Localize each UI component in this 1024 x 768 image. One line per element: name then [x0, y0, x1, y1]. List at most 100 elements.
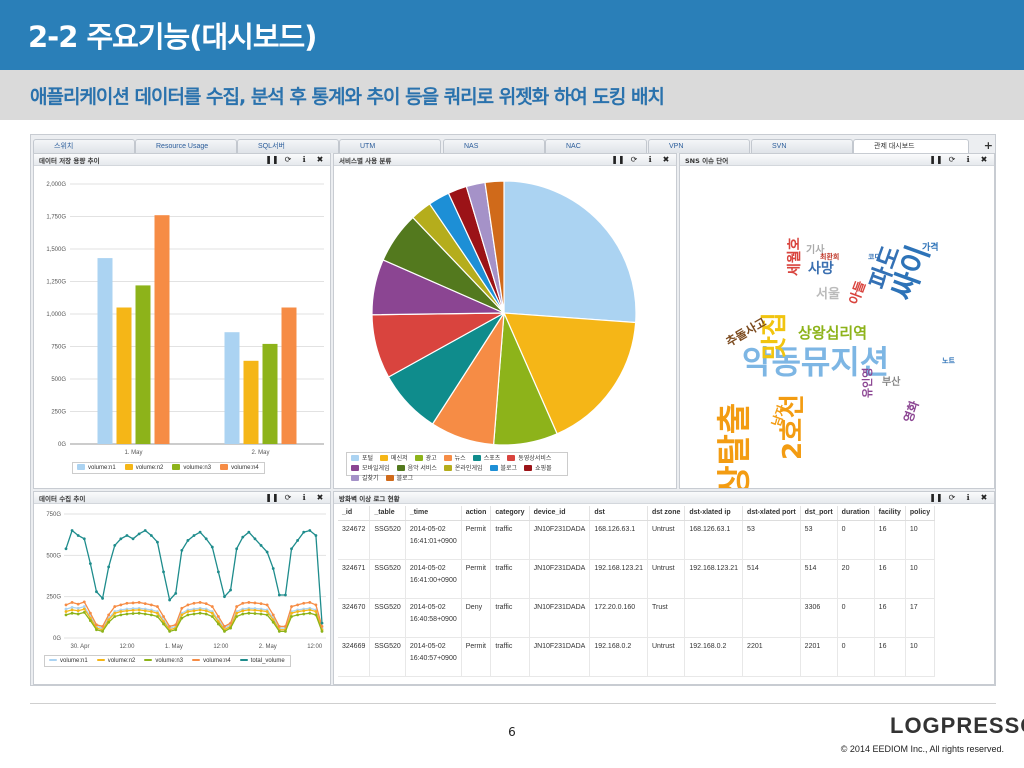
pause-icon[interactable]: ❚❚ — [611, 155, 625, 164]
panel-title: 데이터 저장 용량 추이 — [39, 157, 100, 165]
tab-5[interactable]: NAC — [545, 139, 647, 153]
legend-item[interactable]: volume:n2 — [124, 463, 163, 473]
refresh-icon[interactable]: ⟳ — [284, 155, 292, 164]
legend-item[interactable]: 뉴스 — [443, 454, 466, 464]
tab-2[interactable]: SQL서버 — [237, 139, 339, 153]
legend-item[interactable]: 음악 서비스 — [396, 464, 437, 474]
column-header[interactable]: duration — [837, 506, 875, 521]
table-row[interactable]: 324671 SSG520 2014-05-02 16:41:00+0900 Permi… — [338, 559, 936, 599]
tab-1[interactable]: Resource Usage — [135, 139, 237, 153]
table-cell: 192.168.0.2 — [589, 637, 648, 677]
point — [113, 611, 117, 615]
point — [131, 612, 135, 615]
legend-item[interactable]: volume:n1 — [77, 463, 116, 473]
column-header[interactable]: policy — [905, 506, 936, 521]
refresh-icon[interactable]: ⟳ — [284, 493, 292, 502]
point — [70, 608, 74, 612]
point — [271, 613, 275, 617]
legend-item[interactable]: 동영상서비스 — [507, 454, 551, 464]
collect-line-chart: 0G 250G 500G 750G 30. Apr 12:00 1. May 12:00 2. … — [46, 512, 326, 650]
column-header[interactable]: facility — [874, 506, 906, 521]
table-row[interactable]: 324669 SSG520 2014-05-02 16:40:57+0900 Permi… — [338, 637, 936, 677]
tab-3[interactable]: UTM — [339, 139, 441, 153]
table-cell: Permit — [461, 520, 492, 560]
pie-slice-0 — [503, 180, 637, 324]
column-header[interactable]: _id — [338, 506, 371, 521]
refresh-icon[interactable]: ⟳ — [630, 155, 638, 164]
legend-item[interactable]: 길찾기 — [351, 474, 379, 484]
legend-item[interactable]: 쇼핑몰 — [524, 464, 552, 474]
point — [265, 610, 269, 613]
point — [216, 570, 220, 574]
y-tick-label: 1,250G — [46, 280, 66, 286]
info-icon[interactable]: ℹ — [302, 493, 306, 502]
point — [70, 611, 74, 615]
legend-item[interactable]: 광고 — [414, 454, 437, 464]
refresh-icon[interactable]: ⟳ — [948, 155, 956, 164]
close-icon[interactable]: ✖ — [662, 155, 670, 164]
point — [131, 601, 135, 605]
column-header[interactable]: dst zone — [647, 506, 686, 521]
close-icon[interactable]: ✖ — [316, 155, 324, 164]
slide-title-bar: 2-2 주요기능(대시보드) — [0, 0, 1024, 70]
column-header[interactable]: action — [461, 506, 492, 521]
legend-item[interactable]: 블로그 — [385, 474, 413, 484]
column-header[interactable]: _time — [405, 506, 462, 521]
close-icon[interactable]: ✖ — [316, 493, 324, 502]
legend-item[interactable]: 메신저 — [380, 454, 408, 464]
tab-4[interactable]: NAS — [443, 139, 545, 153]
column-header[interactable]: dst_port — [800, 506, 838, 521]
legend-item[interactable]: volume:n1 — [49, 656, 88, 666]
pause-icon[interactable]: ❚❚ — [929, 493, 943, 502]
info-icon[interactable]: ℹ — [966, 493, 970, 502]
close-icon[interactable]: ✖ — [980, 493, 988, 502]
y-tick-label: 750G — [51, 345, 66, 351]
column-header[interactable]: category — [490, 506, 530, 521]
legend-item[interactable]: volume:n3 — [172, 463, 211, 473]
legend-item[interactable]: 스포츠 — [472, 454, 500, 464]
legend-item[interactable]: 포털 — [351, 454, 373, 464]
tab-0[interactable]: 스위치 — [33, 139, 135, 153]
legend-item[interactable]: total_volume — [239, 656, 285, 666]
table-cell: JN10F231DADA — [529, 598, 591, 638]
table-cell: Untrust — [647, 637, 686, 677]
slide-subtitle-bar: 애플리케이션 데이터를 수집, 분석 후 통계와 추이 등을 쿼리로 위젯화 하… — [0, 70, 1024, 120]
legend-item[interactable]: volume:n4 — [192, 656, 231, 666]
column-header[interactable]: dst-xlated ip — [684, 506, 744, 521]
cloud-word: 부산 — [882, 377, 901, 388]
tab-7[interactable]: SVN — [751, 139, 853, 153]
info-icon[interactable]: ℹ — [302, 155, 306, 164]
tab-8[interactable]: 관제 대시보드 — [853, 139, 969, 153]
point — [125, 601, 129, 605]
column-header[interactable]: dst-xlated port — [742, 506, 801, 521]
column-header[interactable]: device_id — [529, 506, 591, 521]
cloud-word: 유인영 — [861, 367, 874, 398]
tab-6[interactable]: VPN — [648, 139, 750, 153]
legend-item[interactable]: volume:n4 — [220, 463, 259, 473]
column-header[interactable]: _table — [369, 506, 406, 521]
legend-item[interactable]: 온라인게임 — [443, 464, 483, 474]
pause-icon[interactable]: ❚❚ — [265, 493, 279, 502]
pause-icon[interactable]: ❚❚ — [929, 155, 943, 164]
legend-item[interactable]: volume:n2 — [96, 656, 135, 666]
legend-item[interactable]: 모바일게임 — [351, 464, 390, 474]
legend-item[interactable]: volume:n3 — [144, 656, 183, 666]
point — [107, 620, 111, 624]
table-cell: SSG520 — [369, 559, 406, 599]
table-cell: 16 — [874, 559, 906, 599]
info-icon[interactable]: ℹ — [966, 155, 970, 164]
y-tick-label: 750G — [46, 512, 61, 518]
close-icon[interactable]: ✖ — [980, 155, 988, 164]
table-cell: 3306 — [800, 598, 838, 638]
refresh-icon[interactable]: ⟳ — [948, 493, 956, 502]
plus-icon[interactable]: + — [983, 139, 993, 152]
info-icon[interactable]: ℹ — [648, 155, 652, 164]
cloud-word: 가격 — [922, 243, 939, 253]
point — [64, 607, 68, 611]
pause-icon[interactable]: ❚❚ — [265, 155, 279, 164]
table-row[interactable]: 324672 SSG520 2014-05-02 16:41:01+0900 Permi… — [338, 520, 936, 560]
column-header[interactable]: dst — [589, 506, 648, 521]
point — [125, 609, 129, 613]
legend-item[interactable]: 블로그 — [489, 464, 517, 474]
table-row[interactable]: 324670 SSG520 2014-05-02 16:40:58+0900 Deny t… — [338, 598, 936, 638]
